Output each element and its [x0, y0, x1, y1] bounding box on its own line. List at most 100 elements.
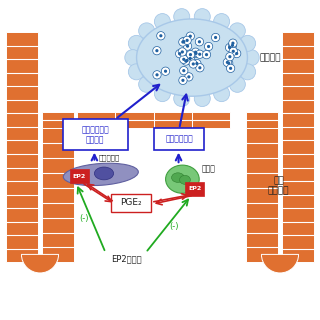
Circle shape — [186, 54, 194, 63]
Circle shape — [186, 39, 189, 42]
Circle shape — [235, 52, 238, 55]
Ellipse shape — [166, 165, 199, 193]
Circle shape — [231, 42, 235, 45]
Circle shape — [225, 59, 233, 68]
Bar — [42, 112, 74, 128]
Circle shape — [229, 39, 237, 47]
Circle shape — [182, 69, 185, 72]
Circle shape — [194, 51, 197, 54]
Circle shape — [181, 40, 184, 44]
Bar — [77, 112, 115, 128]
Circle shape — [194, 91, 210, 107]
Text: 大腸がん: 大腸がん — [259, 53, 281, 62]
Text: 正常: 正常 — [273, 176, 284, 185]
Bar — [154, 112, 192, 128]
Ellipse shape — [172, 173, 184, 182]
Circle shape — [182, 57, 190, 65]
Text: (-): (-) — [79, 214, 89, 223]
Circle shape — [228, 41, 236, 50]
Circle shape — [189, 53, 192, 56]
Text: EP2: EP2 — [73, 173, 86, 179]
Circle shape — [125, 50, 141, 66]
Wedge shape — [21, 254, 59, 273]
Bar — [6, 32, 38, 262]
Bar — [246, 112, 278, 128]
Circle shape — [229, 76, 245, 92]
Text: サイトカイン: サイトカイン — [82, 125, 109, 134]
Circle shape — [196, 50, 204, 59]
Circle shape — [153, 46, 161, 55]
Circle shape — [187, 75, 190, 78]
Circle shape — [183, 42, 192, 50]
Text: (-): (-) — [169, 222, 179, 231]
Circle shape — [207, 45, 210, 48]
Circle shape — [205, 53, 208, 56]
Circle shape — [182, 40, 186, 43]
Circle shape — [191, 48, 200, 56]
Circle shape — [186, 59, 189, 62]
Circle shape — [179, 38, 187, 46]
Circle shape — [229, 23, 245, 39]
Circle shape — [161, 67, 170, 76]
Text: EP2阻害薬: EP2阻害薬 — [111, 254, 142, 263]
Wedge shape — [261, 254, 299, 273]
Circle shape — [196, 64, 204, 72]
Circle shape — [198, 40, 201, 44]
Bar — [282, 32, 314, 262]
Circle shape — [180, 37, 188, 46]
Circle shape — [198, 53, 201, 56]
Circle shape — [186, 44, 189, 48]
Circle shape — [174, 91, 190, 107]
Circle shape — [156, 73, 159, 76]
Text: 大腸上皮: 大腸上皮 — [268, 186, 289, 195]
Circle shape — [159, 34, 163, 37]
Circle shape — [154, 86, 170, 102]
Circle shape — [204, 42, 213, 51]
Circle shape — [186, 51, 195, 59]
Text: 好中球: 好中球 — [202, 164, 215, 173]
Circle shape — [184, 60, 188, 63]
Circle shape — [186, 32, 195, 40]
Circle shape — [153, 71, 161, 79]
FancyBboxPatch shape — [185, 182, 204, 196]
Circle shape — [181, 79, 185, 82]
Text: PGE₂: PGE₂ — [120, 198, 142, 207]
Circle shape — [232, 50, 235, 53]
Circle shape — [181, 50, 184, 53]
Circle shape — [202, 51, 211, 59]
Ellipse shape — [180, 175, 190, 184]
Circle shape — [229, 67, 232, 70]
Circle shape — [188, 57, 192, 60]
Circle shape — [180, 67, 188, 75]
Circle shape — [226, 52, 234, 61]
Circle shape — [223, 58, 232, 67]
Circle shape — [228, 46, 231, 49]
Circle shape — [183, 36, 191, 44]
Circle shape — [226, 61, 229, 64]
Circle shape — [227, 62, 230, 65]
Circle shape — [192, 49, 200, 58]
Circle shape — [178, 48, 187, 56]
FancyBboxPatch shape — [111, 194, 151, 212]
FancyBboxPatch shape — [70, 169, 89, 183]
Bar — [42, 128, 74, 262]
Text: 線維芽細胞: 線維芽細胞 — [98, 154, 119, 161]
Circle shape — [214, 36, 217, 39]
Circle shape — [155, 13, 171, 29]
Circle shape — [192, 62, 195, 66]
Circle shape — [225, 44, 234, 52]
Circle shape — [240, 64, 256, 80]
Circle shape — [179, 76, 187, 84]
Circle shape — [155, 49, 158, 52]
Circle shape — [212, 33, 220, 42]
Text: サイトカイン: サイトカイン — [165, 135, 193, 144]
Circle shape — [174, 9, 190, 25]
Circle shape — [185, 73, 193, 81]
Circle shape — [180, 55, 188, 63]
Circle shape — [233, 49, 241, 58]
Circle shape — [164, 70, 167, 73]
Ellipse shape — [94, 167, 114, 180]
FancyBboxPatch shape — [154, 128, 204, 150]
Circle shape — [195, 38, 204, 46]
Circle shape — [198, 66, 202, 69]
